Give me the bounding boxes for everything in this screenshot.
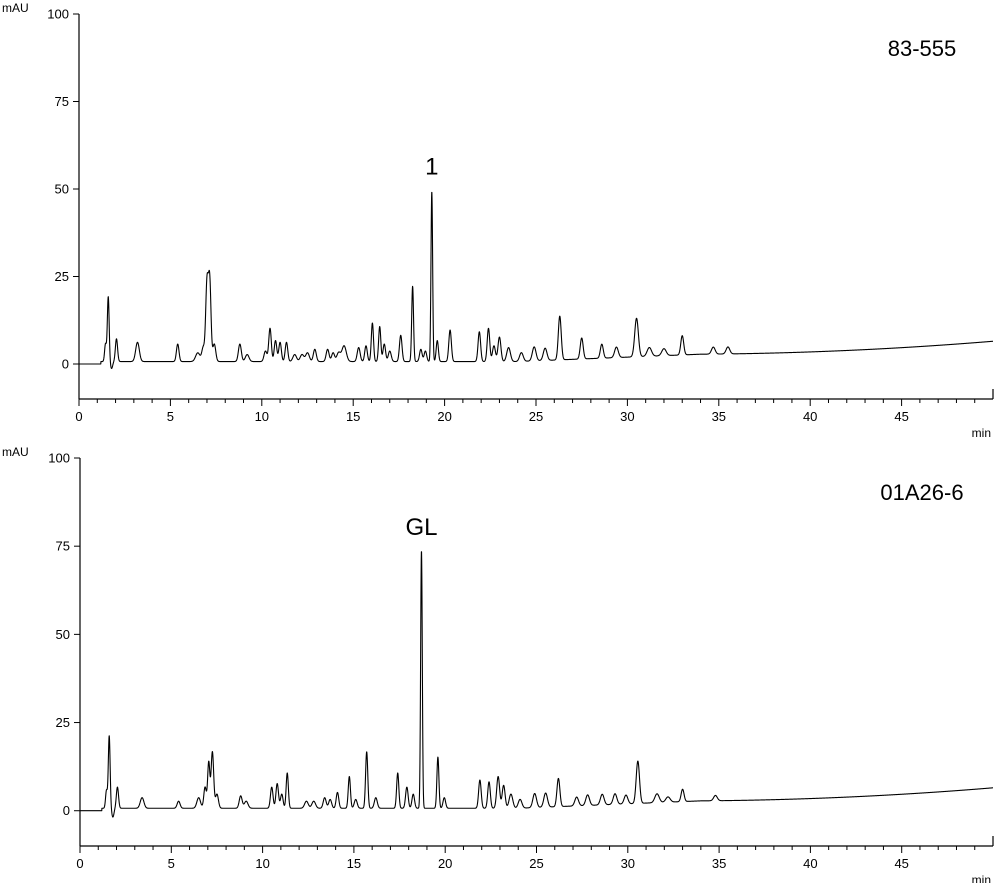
y-tick-label: 75 [55, 94, 69, 109]
x-tick-label: 25 [529, 409, 543, 424]
y-tick-label: 50 [56, 627, 70, 642]
chromatogram-panel-83-555: 0 25 50 75 100 0 5 10 15 20 25 30 35 40 45 mAU min 83-555… [2, 1, 994, 440]
x-tick-label: 15 [347, 856, 361, 871]
x-tick-label: 30 [620, 409, 634, 424]
x-tick-label: 15 [346, 409, 360, 424]
x-tick-label: 10 [255, 856, 269, 871]
x-tick-label: 40 [803, 856, 817, 871]
x-tick-label: 35 [712, 856, 726, 871]
y-tick-label: 25 [56, 715, 70, 730]
y-tick-label: 100 [48, 451, 70, 466]
x-tick-label: 40 [803, 409, 817, 424]
sample-label: 83-555 [888, 36, 957, 61]
chromatogram-trace [78, 191, 994, 370]
y-axis-unit-label: mAU [2, 445, 29, 459]
x-tick-label: 5 [167, 409, 174, 424]
x-tick-label: 45 [894, 856, 908, 871]
x-tick-label: 20 [437, 409, 451, 424]
peak-annotation-label: 1 [425, 154, 438, 181]
chromatogram-trace [79, 551, 994, 818]
sample-label: 01A26-6 [880, 480, 963, 505]
x-axis-unit-label: min [972, 873, 991, 883]
x-tick-label: 0 [75, 409, 82, 424]
x-tick-label: 20 [438, 856, 452, 871]
y-tick-label: 0 [63, 803, 70, 818]
y-tick-label: 25 [55, 269, 69, 284]
peak-annotation-label: GL [405, 514, 437, 541]
x-tick-label: 45 [894, 409, 908, 424]
x-tick-label: 10 [255, 409, 269, 424]
x-tick-label: 35 [712, 409, 726, 424]
x-tick-label: 25 [529, 856, 543, 871]
y-axis-unit-label: mAU [2, 1, 29, 15]
x-tick-label: 0 [76, 856, 83, 871]
x-tick-label: 5 [168, 856, 175, 871]
chromatogram-panel-01A26-6: 0 25 50 75 100 0 5 10 15 20 25 30 35 40 45 mAU min 01A26-… [2, 445, 994, 883]
y-tick-label: 50 [55, 182, 69, 197]
x-tick-label: 30 [621, 856, 635, 871]
y-tick-label: 75 [56, 539, 70, 554]
x-axis-unit-label: min [972, 426, 991, 440]
y-tick-label: 0 [62, 357, 69, 372]
y-tick-label: 100 [47, 7, 69, 22]
